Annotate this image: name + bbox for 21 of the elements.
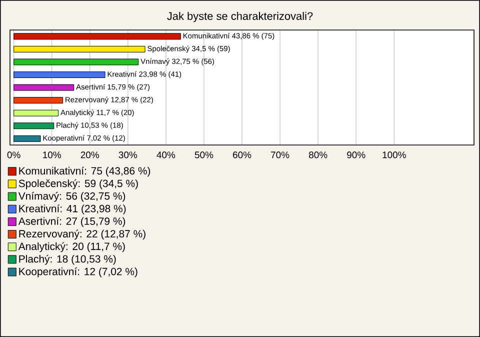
- x-tick-label: 10%: [43, 152, 61, 158]
- x-tick-label: 60%: [233, 152, 252, 158]
- legend-label: Vnímavý: 56 (32,75 %): [18, 192, 126, 202]
- x-tick-label: 90%: [347, 152, 366, 158]
- legend-label: Asertivní: 27 (15,79 %): [18, 217, 126, 227]
- x-tick-label: 30%: [118, 152, 138, 158]
- x-tick-label: 70%: [271, 152, 290, 158]
- chart-title: Jak byste se charakterizovali?: [167, 12, 313, 22]
- x-tick-label: 50%: [194, 152, 214, 158]
- legend-label: Analytický: 20 (11,7 %): [18, 242, 125, 252]
- x-tick-label: 0%: [7, 152, 20, 158]
- x-tick-label: 20%: [80, 152, 100, 158]
- legend-label: Kooperativní: 12 (7,02 %): [19, 267, 138, 278]
- legend-label: Rezervovaný: 22 (12,87 %): [19, 230, 146, 240]
- legend-label: Kreativní: 41 (23,98 %): [19, 204, 126, 214]
- legend-label: Plachý: 18 (10,53 %): [19, 254, 116, 265]
- legend-label: Komunikativní: 75 (43,86 %): [19, 166, 150, 177]
- legend-label: Společenský: 59 (34,5 %): [18, 179, 138, 190]
- x-tick-label: 40%: [156, 152, 176, 158]
- x-tick-label: 100%: [382, 152, 406, 158]
- x-tick-label: 80%: [309, 152, 328, 158]
